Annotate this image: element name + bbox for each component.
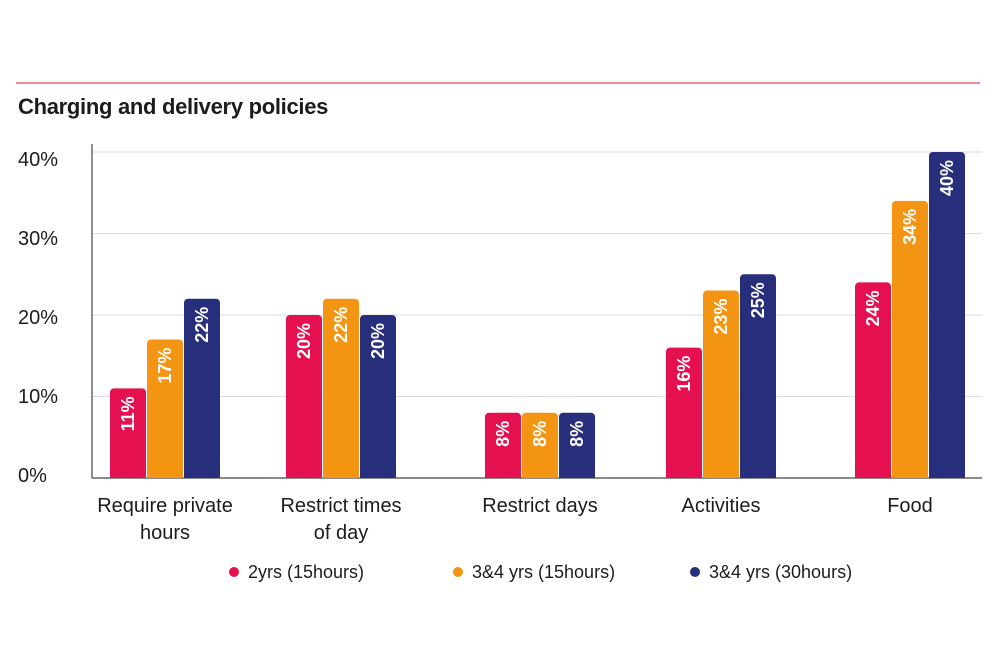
y-tick-label: 20% xyxy=(18,307,58,329)
category-label: Activities xyxy=(682,495,761,517)
category-label: of day xyxy=(314,522,368,544)
data-label: 24% xyxy=(863,290,883,326)
bar xyxy=(703,290,739,478)
bar-base xyxy=(323,472,359,478)
bar-base xyxy=(929,472,965,478)
bar-base xyxy=(522,472,558,478)
legend-marker xyxy=(229,567,239,577)
bar xyxy=(184,298,220,478)
category-label: hours xyxy=(140,522,190,544)
bar-base xyxy=(147,472,183,478)
category-label: Require private xyxy=(97,495,233,517)
legend-label: 3&4 yrs (15hours) xyxy=(472,562,615,582)
bar-base xyxy=(703,472,739,478)
legend-label: 2yrs (15hours) xyxy=(248,562,364,582)
bar xyxy=(360,315,396,478)
y-tick-label: 30% xyxy=(18,228,58,250)
data-label: 20% xyxy=(368,323,388,359)
data-label: 17% xyxy=(155,347,175,383)
legend-marker xyxy=(690,567,700,577)
data-label: 8% xyxy=(530,421,550,447)
data-label: 20% xyxy=(294,323,314,359)
bar-base xyxy=(184,472,220,478)
bar xyxy=(286,315,322,478)
data-label: 40% xyxy=(937,160,957,196)
category-label: Restrict times xyxy=(280,495,401,517)
category-label: Restrict days xyxy=(482,495,598,517)
title-rule xyxy=(16,82,980,84)
y-tick-label: 0% xyxy=(18,465,47,487)
bar-base xyxy=(855,472,891,478)
bar-base xyxy=(485,472,521,478)
bar-base xyxy=(286,472,322,478)
data-label: 22% xyxy=(192,307,212,343)
bar-base xyxy=(360,472,396,478)
bar xyxy=(892,200,928,478)
bar xyxy=(559,412,595,478)
data-label: 22% xyxy=(331,307,351,343)
bar-base xyxy=(666,472,702,478)
data-label: 11% xyxy=(118,396,138,431)
bar xyxy=(855,282,891,478)
data-label: 16% xyxy=(674,356,694,392)
bar xyxy=(929,152,965,478)
bar-base xyxy=(740,472,776,478)
category-label: Food xyxy=(887,495,933,517)
legend-label: 3&4 yrs (30hours) xyxy=(709,562,852,582)
bar-base xyxy=(892,472,928,478)
legend-marker xyxy=(453,567,463,577)
data-label: 25% xyxy=(748,282,768,318)
bar xyxy=(666,347,702,478)
bar xyxy=(110,388,146,478)
bar xyxy=(740,274,776,478)
bar xyxy=(147,339,183,478)
chart-title: Charging and delivery policies xyxy=(18,94,329,119)
y-tick-label: 40% xyxy=(18,149,58,171)
bar-base xyxy=(559,472,595,478)
data-label: 8% xyxy=(493,421,513,447)
bar xyxy=(323,298,359,478)
y-tick-label: 10% xyxy=(18,386,58,408)
data-label: 34% xyxy=(900,209,920,245)
bar-base xyxy=(110,472,146,478)
data-label: 23% xyxy=(711,299,731,335)
data-label: 8% xyxy=(567,421,587,447)
bar xyxy=(522,412,558,478)
bar xyxy=(485,412,521,478)
